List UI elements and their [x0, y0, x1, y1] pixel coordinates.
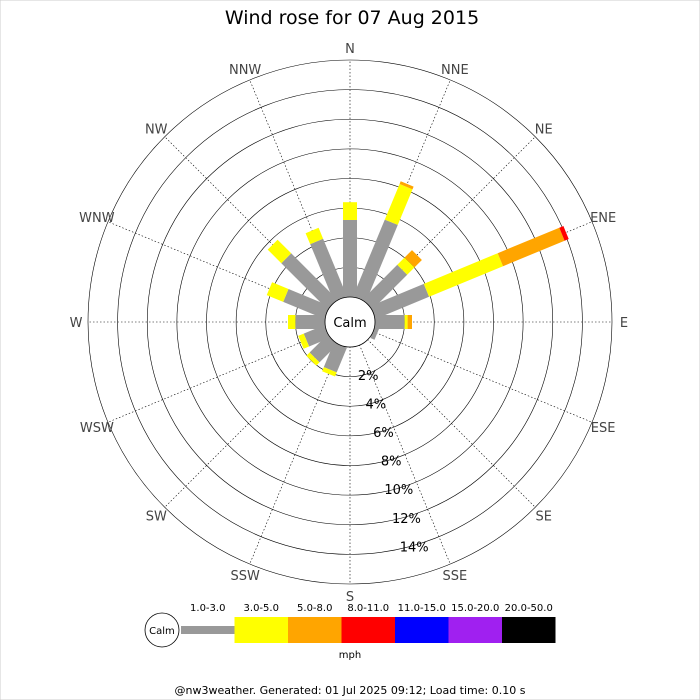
bar-segment-W-1.0-3.0: [295, 315, 325, 329]
direction-label-N: N: [345, 42, 355, 57]
spoke-SE: [349, 321, 536, 508]
bar-segment-NNW-3.0-5.0: [305, 227, 324, 245]
bar-segment-ENE-3.0-5.0: [423, 253, 503, 297]
bar-segment-NNE-1.0-3.0: [353, 219, 398, 302]
legend-label-15.0-20.0: 15.0-20.0: [451, 603, 499, 614]
tick-label: 10%: [384, 483, 413, 498]
tick-label: 4%: [365, 397, 386, 412]
direction-label-WNW: WNW: [79, 211, 115, 226]
legend-swatch-5.0-8.0: [288, 617, 342, 643]
direction-label-SE: SE: [536, 510, 552, 525]
chart-title: Wind rose for 07 Aug 2015: [225, 7, 479, 29]
legend-swatch-15.0-20.0: [448, 617, 502, 643]
spoke-NE: [349, 136, 536, 323]
legend-unit: mph: [339, 650, 361, 661]
bar-segment-E-3.0-5.0: [404, 315, 408, 329]
bar-segment-WNW-1.0-3.0: [283, 289, 330, 319]
spoke-WSW: [107, 321, 351, 423]
bar-segment-WSW-1.0-3.0: [303, 325, 330, 347]
legend-swatch-8.0-11.0: [341, 617, 395, 643]
legend-swatch-20.0-50.0: [502, 617, 556, 643]
tick-label: 2%: [358, 369, 379, 384]
bar-segment-ENE-5.0-8.0: [497, 227, 565, 267]
direction-label-S: S: [346, 590, 354, 605]
bar-segment-NW-1.0-3.0: [281, 253, 338, 310]
bar-segment-SW-1.0-3.0: [309, 334, 338, 363]
tick-label: 6%: [373, 426, 394, 441]
bar-segment-E-5.0-8.0: [407, 315, 412, 329]
bar-segment-WNW-3.0-5.0: [266, 282, 289, 302]
direction-labels: N NNE NE ENE E ESE SE SSE S SSW SW WSW W WNW NW NNW: [70, 42, 629, 605]
direction-label-W: W: [70, 316, 83, 331]
legend-label-1.0-3.0: 1.0-3.0: [190, 603, 225, 614]
legend-label-8.0-11.0: 8.0-11.0: [347, 603, 389, 614]
spoke-SSW: [249, 321, 351, 565]
direction-label-NNW: NNW: [229, 63, 261, 78]
spoke-SW: [164, 321, 351, 508]
bar-segment-E-1.0-3.0: [375, 315, 405, 329]
spoke-ESE: [349, 321, 593, 423]
direction-label-SSW: SSW: [230, 569, 260, 584]
wind-bars: [266, 181, 569, 377]
legend-label-5.0-8.0: 5.0-8.0: [297, 603, 332, 614]
legend-calm-circle: [144, 612, 180, 648]
bar-segment-N-3.0-5.0: [343, 202, 357, 220]
tick-label: 8%: [381, 455, 402, 470]
legend-calm-label: Calm: [149, 626, 175, 637]
spoke-SSE: [349, 321, 451, 565]
direction-label-NE: NE: [535, 122, 553, 137]
direction-label-NNE: NNE: [441, 63, 469, 78]
spoke-WNW: [107, 221, 351, 323]
bar-segment-N-1.0-3.0: [343, 220, 357, 297]
bar-segment-SSW-3.0-5.0: [322, 367, 337, 377]
direction-label-NW: NW: [145, 122, 168, 137]
bar-segment-NNE-3.0-5.0: [384, 184, 413, 225]
bar-segment-W-3.0-5.0: [288, 315, 296, 329]
bar-segment-NNW-1.0-3.0: [310, 238, 347, 302]
legend-label-3.0-5.0: 3.0-5.0: [244, 603, 279, 614]
bar-segment-SSW-1.0-3.0: [323, 342, 347, 373]
direction-label-E: E: [620, 316, 628, 331]
bar-segment-NE-5.0-8.0: [404, 250, 422, 268]
bar-segment-WSW-3.0-5.0: [298, 333, 310, 349]
bar-segment-ESE-1.0-3.0: [370, 325, 380, 340]
direction-label-SSE: SSE: [442, 569, 467, 584]
bar-segment-NW-3.0-5.0: [267, 239, 292, 264]
legend-swatch-1.0-3.0: [181, 626, 235, 634]
legend-label-11.0-15.0: 11.0-15.0: [398, 603, 446, 614]
calm-circle: [324, 296, 376, 348]
direction-label-ESE: ESE: [591, 421, 616, 436]
tick-label: 14%: [400, 540, 429, 555]
bar-segment-NE-3.0-5.0: [397, 257, 415, 275]
bar-segment-NNE-5.0-8.0: [399, 181, 414, 190]
bar-segment-ENE-1.0-3.0: [370, 283, 430, 319]
legend-swatch-11.0-15.0: [395, 617, 449, 643]
footer-text: @nw3weather. Generated: 01 Jul 2025 09:1…: [175, 684, 526, 697]
bar-segment-ENE-8.0-11.0: [559, 226, 569, 241]
calm-label: Calm: [333, 316, 366, 331]
calm-center: Calm: [324, 296, 376, 348]
bar-segment-NE-1.0-3.0: [362, 264, 408, 310]
spoke-NW: [164, 136, 351, 323]
legend-label-20.0-50.0: 20.0-50.0: [505, 603, 553, 614]
grid-ring: [176, 148, 524, 496]
grid-ring: [146, 118, 554, 526]
tick-label: 12%: [392, 512, 421, 527]
legend: Calm 1.0-3.0 3.0-5.0 5.0-8.0 8.0-11.0 11.0-15…: [144, 603, 556, 661]
direction-label-ENE: ENE: [590, 211, 616, 226]
legend-swatch-3.0-5.0: [234, 617, 288, 643]
grid-ring: [87, 59, 613, 585]
spoke-NNW: [249, 79, 351, 323]
direction-label-WSW: WSW: [80, 421, 114, 436]
radial-tick-labels: 2% 4% 6% 8% 10% 12% 14%: [358, 369, 429, 556]
bar-segment-SW-3.0-5.0: [306, 352, 320, 366]
direction-label-SW: SW: [146, 510, 167, 525]
